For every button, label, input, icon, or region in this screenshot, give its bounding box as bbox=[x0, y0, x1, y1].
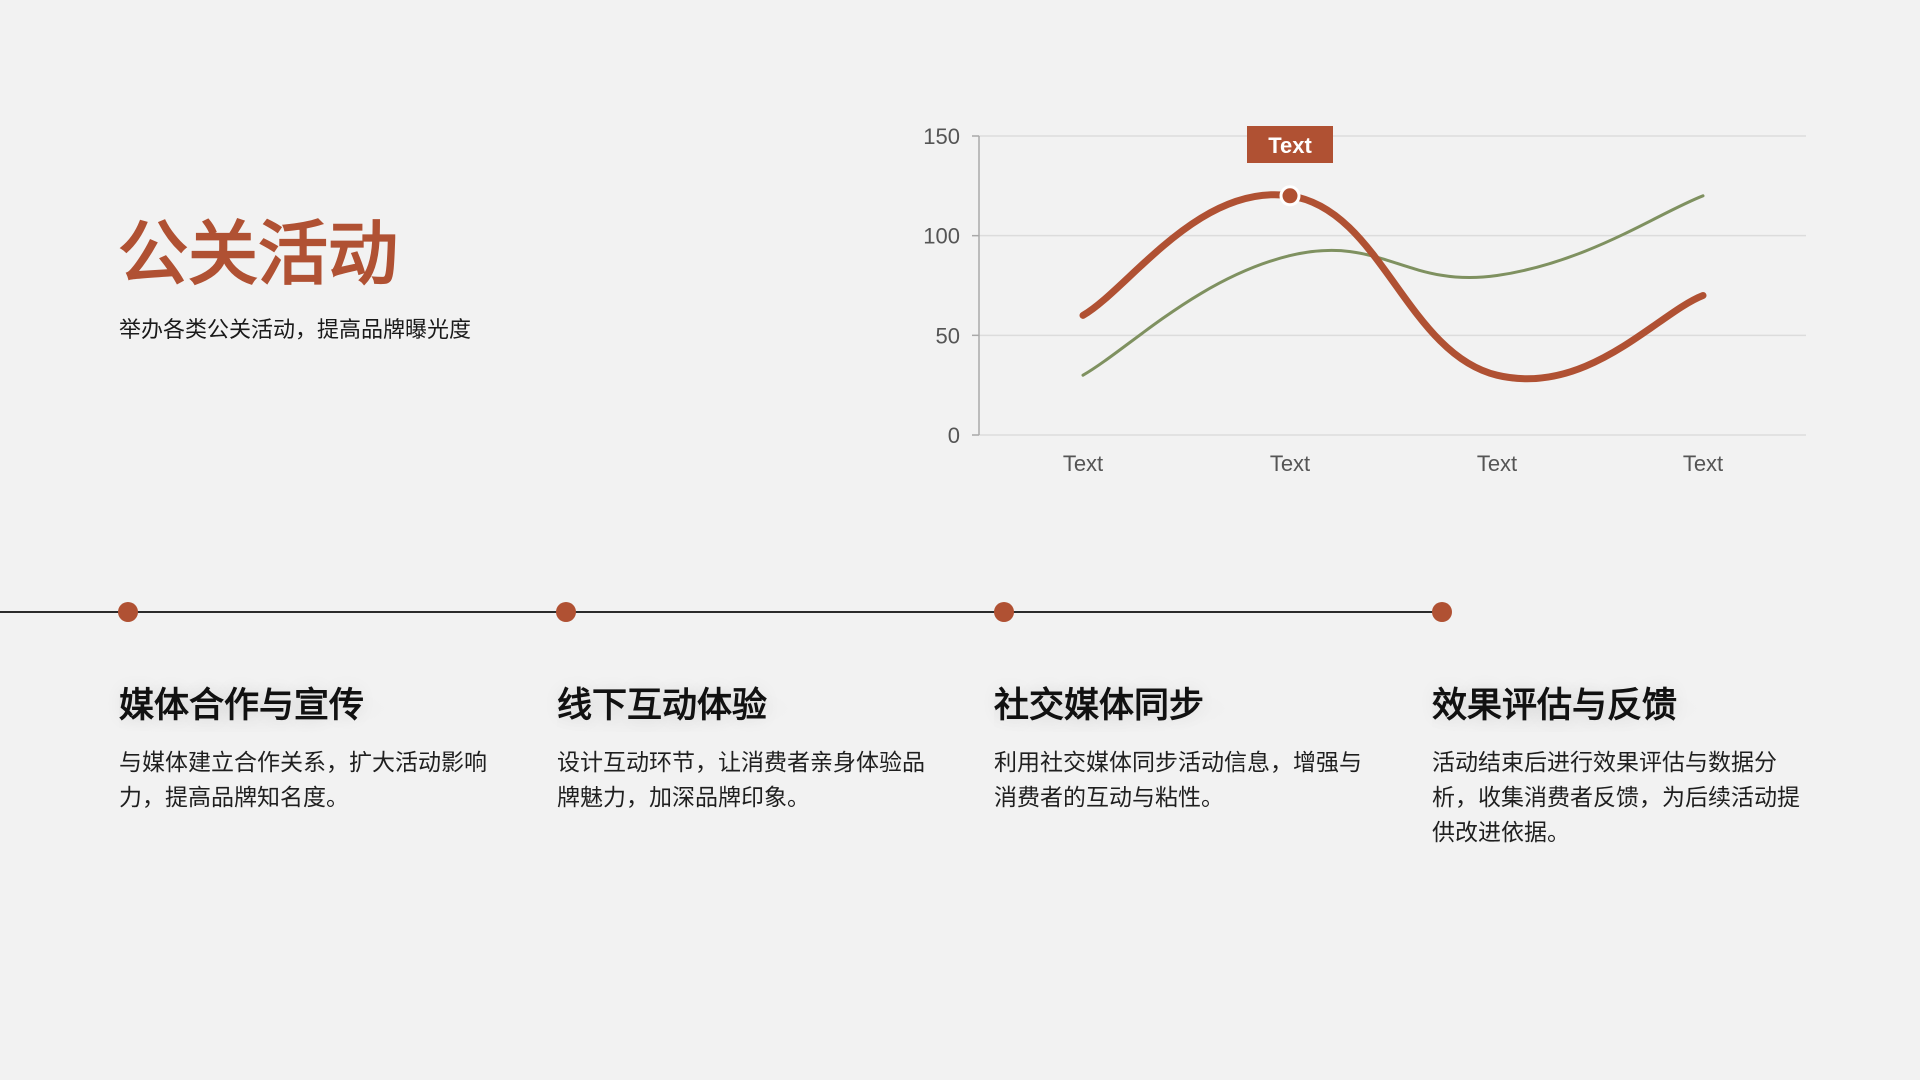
timeline-step-evaluation: 效果评估与反馈 活动结束后进行效果评估与数据分析，收集消费者反馈，为后续活动提供… bbox=[1432, 680, 1807, 851]
series-lines bbox=[1079, 191, 1707, 383]
timeline-step-social: 社交媒体同步 利用社交媒体同步活动信息，增强与消费者的互动与粘性。 bbox=[994, 680, 1369, 816]
x-tick-label: Text bbox=[1063, 451, 1103, 476]
series-line bbox=[1081, 194, 1705, 377]
annotation-label: Text bbox=[1268, 133, 1312, 158]
series-line bbox=[1079, 191, 1707, 383]
step-heading: 社交媒体同步 bbox=[994, 680, 1235, 732]
step-heading: 效果评估与反馈 bbox=[1432, 680, 1708, 732]
step-description: 设计互动环节，让消费者亲身体验品牌魅力，加深品牌印象。 bbox=[557, 750, 925, 811]
step-description: 利用社交媒体同步活动信息，增强与消费者的互动与粘性。 bbox=[994, 750, 1362, 811]
step-heading: 线下互动体验 bbox=[557, 680, 798, 732]
line-chart: 0 50 100 150 Text Text Text Text Text bbox=[923, 124, 1806, 476]
timeline-dot bbox=[556, 602, 576, 622]
timeline-step-offline: 线下互动体验 设计互动环节，让消费者亲身体验品牌魅力，加深品牌印象。 bbox=[557, 680, 932, 816]
x-axis-labels: Text Text Text Text bbox=[1063, 451, 1723, 476]
page-subtitle: 举办各类公关活动，提高品牌曝光度 bbox=[119, 318, 472, 343]
annotation: Text bbox=[1247, 126, 1333, 207]
y-tick-label: 150 bbox=[923, 124, 960, 149]
x-tick-label: Text bbox=[1270, 451, 1310, 476]
y-axis: 0 50 100 150 bbox=[923, 124, 980, 448]
x-tick-label: Text bbox=[1477, 451, 1517, 476]
highlight-marker bbox=[1279, 185, 1301, 207]
step-heading: 媒体合作与宣传 bbox=[119, 680, 395, 732]
timeline-dot bbox=[994, 602, 1014, 622]
y-tick-label: 0 bbox=[948, 423, 960, 448]
y-tick-label: 50 bbox=[936, 323, 960, 348]
grid-lines bbox=[979, 135, 1806, 436]
x-tick-label: Text bbox=[1683, 451, 1723, 476]
timeline-line bbox=[0, 611, 1442, 613]
annotation-label-box bbox=[1247, 126, 1333, 163]
page-title: 公关活动 bbox=[118, 213, 398, 295]
timeline-step-media: 媒体合作与宣传 与媒体建立合作关系，扩大活动影响力，提高品牌知名度。 bbox=[119, 680, 494, 816]
timeline-dot bbox=[1432, 602, 1452, 622]
timeline-dot bbox=[118, 602, 138, 622]
step-description: 与媒体建立合作关系，扩大活动影响力，提高品牌知名度。 bbox=[119, 750, 487, 811]
y-tick-label: 100 bbox=[923, 224, 960, 249]
step-description: 活动结束后进行效果评估与数据分析，收集消费者反馈，为后续活动提供改进依据。 bbox=[1432, 750, 1800, 846]
